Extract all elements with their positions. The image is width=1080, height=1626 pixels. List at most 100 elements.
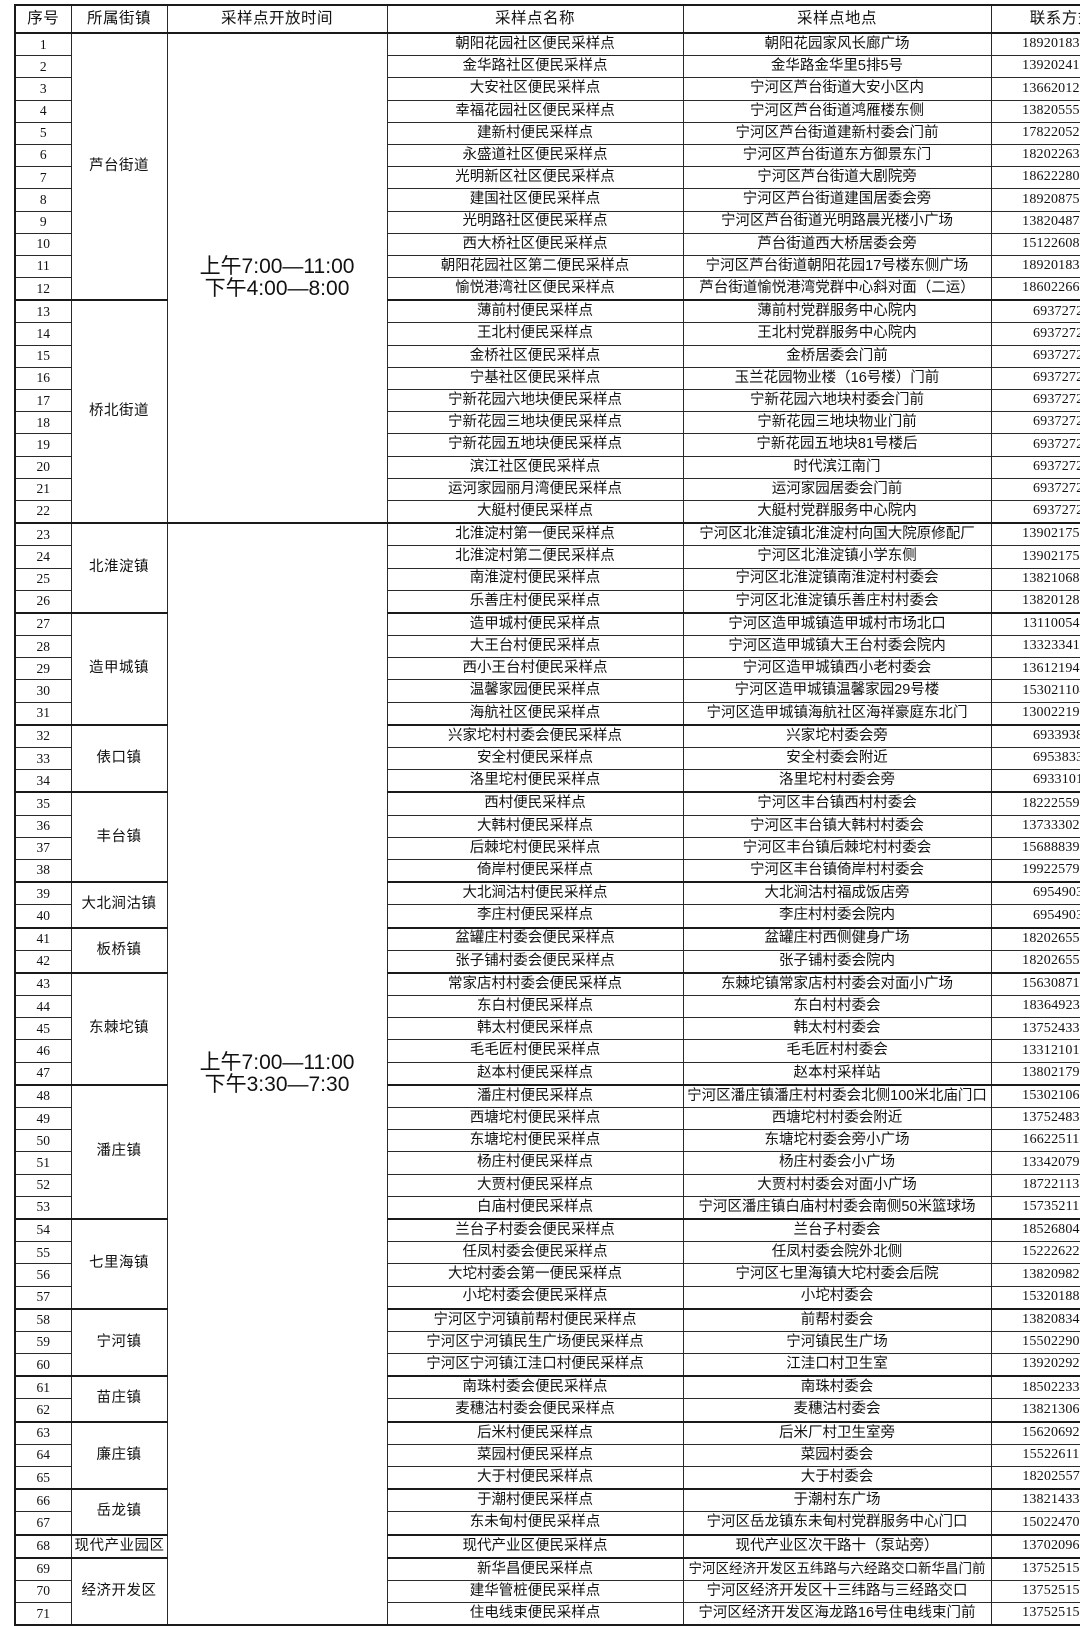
- row-index: 21: [14, 477, 72, 501]
- site-address: 宁河区芦台街道鸿雁楼东侧: [682, 99, 992, 123]
- table-row: 33 安全村便民采样点安全村委会附近69538338: [14, 746, 1080, 771]
- site-name: 宁新花园三地块便民采样点: [386, 411, 684, 435]
- column-header-name: 采样点名称: [386, 4, 684, 34]
- table-row: 42 张子铺村委会便民采样点张子铺村委会院内18202655431: [14, 949, 1080, 974]
- site-contact: 15302110438: [990, 679, 1080, 703]
- table-row: 47 赵本村便民采样点赵本村采样站13802179994: [14, 1061, 1080, 1086]
- site-name: 任凤村委会便民采样点: [386, 1241, 684, 1265]
- table-row: 46 毛毛匠村便民采样点毛毛匠村村委会13312101949: [14, 1039, 1080, 1063]
- row-index: 51: [14, 1151, 72, 1175]
- row-index: 71: [14, 1602, 72, 1626]
- row-index: 56: [14, 1263, 72, 1287]
- table-row: 34 洛里坨村便民采样点洛里坨村村委会旁69331017: [14, 769, 1080, 793]
- site-contact: 13821433563: [990, 1488, 1080, 1513]
- row-index: 66: [14, 1488, 72, 1513]
- site-name: 朝阳花园社区第二便民采样点: [386, 254, 684, 279]
- site-address: 兴家坨村委会旁: [682, 723, 992, 748]
- site-address: 宁河区丰台镇后棘坨村村委会: [682, 836, 992, 860]
- row-index: 7: [14, 166, 72, 190]
- site-address: 宁河区北淮淀镇小学东侧: [682, 545, 992, 569]
- table-row: 44 东白村便民采样点东白村村委会18364923211: [14, 995, 1080, 1019]
- row-index: 15: [14, 344, 72, 368]
- site-name: 建国社区便民采样点: [386, 188, 684, 212]
- site-contact: 13342079623: [990, 1151, 1080, 1175]
- site-contact: 15688839917: [990, 836, 1080, 860]
- table-row: 28 大王台村便民采样点宁河区造甲城镇大王台村委会院内13323341133: [14, 635, 1080, 659]
- site-contact: 13821068519: [990, 567, 1080, 591]
- row-index: 70: [14, 1579, 72, 1604]
- site-contact: 18722113573: [990, 1173, 1080, 1197]
- site-name: 麦穗沽村委会便民采样点: [386, 1398, 684, 1423]
- opening-hours-line: 上午7:00—11:00: [199, 255, 355, 279]
- table-row: 11 朝阳花园社区第二便民采样点 宁河区芦台街道朝阳花园17号楼东侧广场 189201…: [14, 254, 1080, 279]
- column-header-town: 所属街镇: [70, 4, 168, 34]
- site-name: 盆罐庄村委会便民采样点: [386, 926, 684, 951]
- site-address: 宁河区北淮淀镇北淮淀村向国大院原修配厂: [682, 522, 992, 547]
- town-name: 岳龙镇: [70, 1488, 168, 1536]
- site-address: 宁新花园五地块81号楼后: [682, 433, 992, 457]
- site-address: 东棘坨镇常家店村村委会对面小广场: [682, 971, 992, 997]
- sampling-sites-sheet: 序号 所属街镇 采样点开放时间 采样点名称 采样点地点 联系方式 1芦台街道上午…: [14, 4, 1080, 1626]
- site-address: 后米厂村卫生室旁: [682, 1420, 992, 1445]
- site-address: 宁新花园三地块物业门前: [682, 411, 992, 435]
- site-name: 倚岸村便民采样点: [386, 858, 684, 883]
- site-address: 安全村委会附近: [682, 746, 992, 771]
- site-address: 大贾村村委会对面小广场: [682, 1173, 992, 1197]
- site-address: 韩太村村委会: [682, 1017, 992, 1041]
- table-row: 31 海航社区便民采样点宁河区造甲城镇海航社区海祥豪庭东北门13002219156: [14, 701, 1080, 726]
- row-index: 63: [14, 1420, 72, 1445]
- site-name: 南淮淀村便民采样点: [386, 567, 684, 591]
- site-address: 麦穗沽村委会: [682, 1398, 992, 1423]
- site-name: 幸福花园社区便民采样点: [386, 99, 684, 123]
- opening-hours: 上午7:00—11:00 下午4:00—8:00: [166, 31, 388, 524]
- town-name: 现代产业园区: [70, 1533, 168, 1559]
- site-contact: 13820555414: [990, 99, 1080, 123]
- site-contact: 13920292643: [990, 1353, 1080, 1377]
- row-index: 64: [14, 1443, 72, 1468]
- row-index: 26: [14, 589, 72, 614]
- table-row: 12 愉悦港湾社区便民采样点 芦台街道愉悦港湾党群中心斜对面（二运） 18602266…: [14, 277, 1080, 301]
- site-address: 杨庄村委会小广场: [682, 1151, 992, 1175]
- site-name: 海航社区便民采样点: [386, 701, 684, 726]
- table-row: 48 潘庄镇 潘庄村便民采样点 宁河区潘庄镇潘庄村村委会北侧100米北庙门口 15302…: [14, 1083, 1080, 1220]
- row-index: 60: [14, 1353, 72, 1377]
- row-index: 30: [14, 679, 72, 703]
- table-row: 50 东塘坨村便民采样点东塘坨村委会旁小广场16622511931: [14, 1129, 1080, 1153]
- row-index: 40: [14, 904, 72, 928]
- table-row: 64 菜园村便民采样点菜园村委会15522611757: [14, 1443, 1080, 1468]
- site-name: 大贾村便民采样点: [386, 1173, 684, 1197]
- table-row: 65 大于村便民采样点大于村委会18202557113: [14, 1466, 1080, 1490]
- site-address: 李庄村村委会院内: [682, 904, 992, 928]
- site-name: 金华路社区便民采样点: [386, 55, 684, 79]
- site-address: 宁河区芦台街道大安小区内: [682, 77, 992, 101]
- column-header-contact: 联系方式: [990, 4, 1080, 34]
- row-index: 27: [14, 611, 72, 637]
- row-index: 42: [14, 949, 72, 974]
- site-name: 北淮淀村第二便民采样点: [386, 545, 684, 569]
- table-row: 37 后棘坨村便民采样点宁河区丰台镇后棘坨村村委会15688839917: [14, 836, 1080, 860]
- row-index: 68: [14, 1533, 72, 1559]
- row-index: 31: [14, 701, 72, 726]
- site-name: 大韩村便民采样点: [386, 814, 684, 838]
- row-index: 52: [14, 1173, 72, 1197]
- town-name: 潘庄镇: [70, 1083, 168, 1220]
- site-name: 新华昌便民采样点: [386, 1556, 684, 1581]
- site-address: 宁河区岳龙镇东未甸村党群服务中心门口: [682, 1511, 992, 1536]
- row-index: 28: [14, 635, 72, 659]
- site-name: 白庙村便民采样点: [386, 1195, 684, 1220]
- site-name: 宁新花园五地块便民采样点: [386, 433, 684, 457]
- row-index: 69: [14, 1556, 72, 1581]
- row-index: 2: [14, 55, 72, 79]
- site-name: 韩太村便民采样点: [386, 1017, 684, 1041]
- row-index: 16: [14, 366, 72, 391]
- site-name: 建新村便民采样点: [386, 121, 684, 145]
- town-name: 东棘坨镇: [70, 971, 168, 1086]
- row-index: 12: [14, 277, 72, 301]
- site-contact: 13820982579: [990, 1263, 1080, 1287]
- site-name: 洛里坨村便民采样点: [386, 769, 684, 793]
- site-address: 江洼口村卫生室: [682, 1353, 992, 1377]
